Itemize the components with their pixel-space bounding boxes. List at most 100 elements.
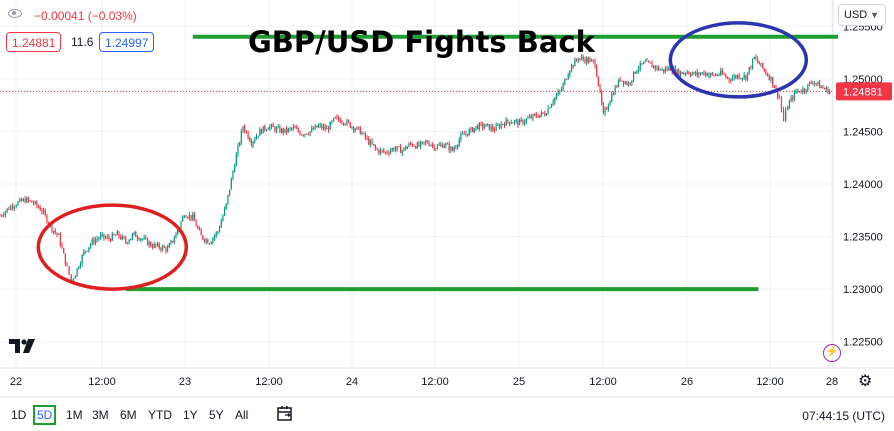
- candle-body: [151, 246, 154, 248]
- candle-body: [274, 127, 276, 132]
- x-tick-label: 12:00: [88, 376, 116, 388]
- chart-drawings[interactable]: [36, 21, 838, 292]
- candle-body: [15, 205, 17, 207]
- candle-body: [456, 145, 459, 148]
- candle-body: [637, 68, 640, 71]
- candle-body: [711, 73, 713, 75]
- candle-body: [284, 128, 286, 133]
- candle-body: [584, 59, 586, 63]
- timeframe-all[interactable]: All: [235, 408, 249, 422]
- candle-body: [133, 231, 135, 235]
- candle-body: [547, 107, 549, 114]
- candle-body: [530, 116, 532, 119]
- tradingview-logo-icon[interactable]: [9, 339, 39, 353]
- candle-body: [554, 97, 556, 102]
- candle-body: [688, 72, 690, 74]
- candle-body: [797, 90, 799, 92]
- calendar-range-icon[interactable]: [276, 404, 294, 424]
- currency-selector[interactable]: USD ▼: [838, 4, 886, 26]
- candle-body: [185, 216, 187, 218]
- candle-body: [421, 141, 423, 143]
- timeframe-1y[interactable]: 1Y: [183, 408, 198, 422]
- candle-body: [658, 66, 660, 70]
- candle-body: [596, 66, 598, 77]
- candle-body: [500, 123, 502, 128]
- timeframe-3m[interactable]: 3M: [92, 408, 109, 422]
- timeframe-toolbar: 1D 5D 1M 3M 6M YTD 1Y 5Y All 07:44:15 (U…: [0, 401, 894, 431]
- candle-body: [70, 274, 72, 281]
- time-axis[interactable]: 22 12:00 23 12:00 24 12:00 25 12:00 26 12:00 28: [10, 376, 838, 388]
- candle-body: [767, 73, 769, 76]
- timeframe-6m[interactable]: 6M: [120, 408, 137, 422]
- chevron-down-icon: ▼: [870, 10, 879, 20]
- candle-body: [557, 91, 559, 96]
- candle-body: [351, 126, 353, 128]
- utc-clock[interactable]: 07:44:15 (UTC): [802, 409, 885, 423]
- candle-body: [103, 233, 105, 238]
- candle-body: [260, 129, 263, 134]
- candle-body: [406, 146, 408, 150]
- candle-body: [743, 75, 745, 79]
- candle-body: [807, 84, 809, 91]
- candle-body: [188, 214, 190, 218]
- candle-body: [468, 129, 470, 136]
- candle-body: [599, 85, 601, 92]
- candle-body: [472, 127, 474, 133]
- lightning-icon[interactable]: ⚡: [823, 344, 841, 362]
- candle-body: [369, 140, 372, 145]
- candle-body: [792, 97, 794, 100]
- timeframe-1d[interactable]: 1D: [11, 408, 27, 422]
- candle-body: [222, 215, 224, 222]
- candle-body: [467, 133, 469, 136]
- candle-body: [66, 264, 68, 267]
- eye-icon[interactable]: [8, 9, 22, 18]
- candle-body: [208, 243, 211, 245]
- candle-body: [659, 69, 661, 71]
- candle-body: [210, 242, 212, 245]
- candle-body: [205, 239, 207, 242]
- gear-icon[interactable]: ⚙: [858, 373, 873, 390]
- candle-body: [24, 198, 26, 203]
- candle-body: [653, 65, 655, 68]
- candle-body: [728, 77, 730, 81]
- timeframe-5d[interactable]: 5D: [33, 405, 57, 425]
- timeframe-ytd[interactable]: YTD: [148, 408, 172, 422]
- candle-body: [733, 75, 735, 78]
- candle-body: [575, 59, 578, 61]
- candle-body: [755, 56, 757, 59]
- candle-body: [567, 75, 569, 80]
- candle-body: [746, 72, 749, 80]
- candle-body: [304, 133, 306, 136]
- timeframe-5y[interactable]: 5Y: [209, 408, 224, 422]
- candle-body: [37, 205, 40, 208]
- candle-body: [808, 82, 811, 85]
- candle-body: [684, 73, 687, 74]
- buy-button[interactable]: 1.24997: [99, 32, 155, 52]
- candle-body: [267, 128, 269, 130]
- candle-body: [705, 73, 707, 75]
- sell-button[interactable]: 1.24881: [6, 32, 62, 52]
- candle-body: [346, 120, 348, 125]
- candle-body: [255, 136, 258, 140]
- candle-body: [332, 118, 335, 122]
- candle-body: [644, 61, 646, 63]
- candle-body: [337, 117, 340, 120]
- candle-body: [183, 216, 185, 218]
- price-axis[interactable]: 1.255001.250001.245001.240001.235001.230…: [843, 0, 883, 349]
- candle-body: [634, 71, 636, 74]
- spread-value: 11.6: [71, 35, 94, 49]
- candle-body: [768, 75, 770, 80]
- candle-body: [279, 126, 281, 133]
- candle-body: [601, 91, 603, 104]
- candle-body: [232, 171, 234, 179]
- candle-body: [314, 125, 316, 130]
- candle-body: [111, 233, 113, 241]
- candle-body: [84, 250, 87, 252]
- candle-body: [341, 122, 343, 124]
- candle-body: [579, 58, 581, 60]
- candle-body: [607, 105, 610, 110]
- timeframe-1m[interactable]: 1M: [66, 408, 83, 422]
- candle-body: [483, 126, 485, 128]
- candle-body: [482, 123, 484, 128]
